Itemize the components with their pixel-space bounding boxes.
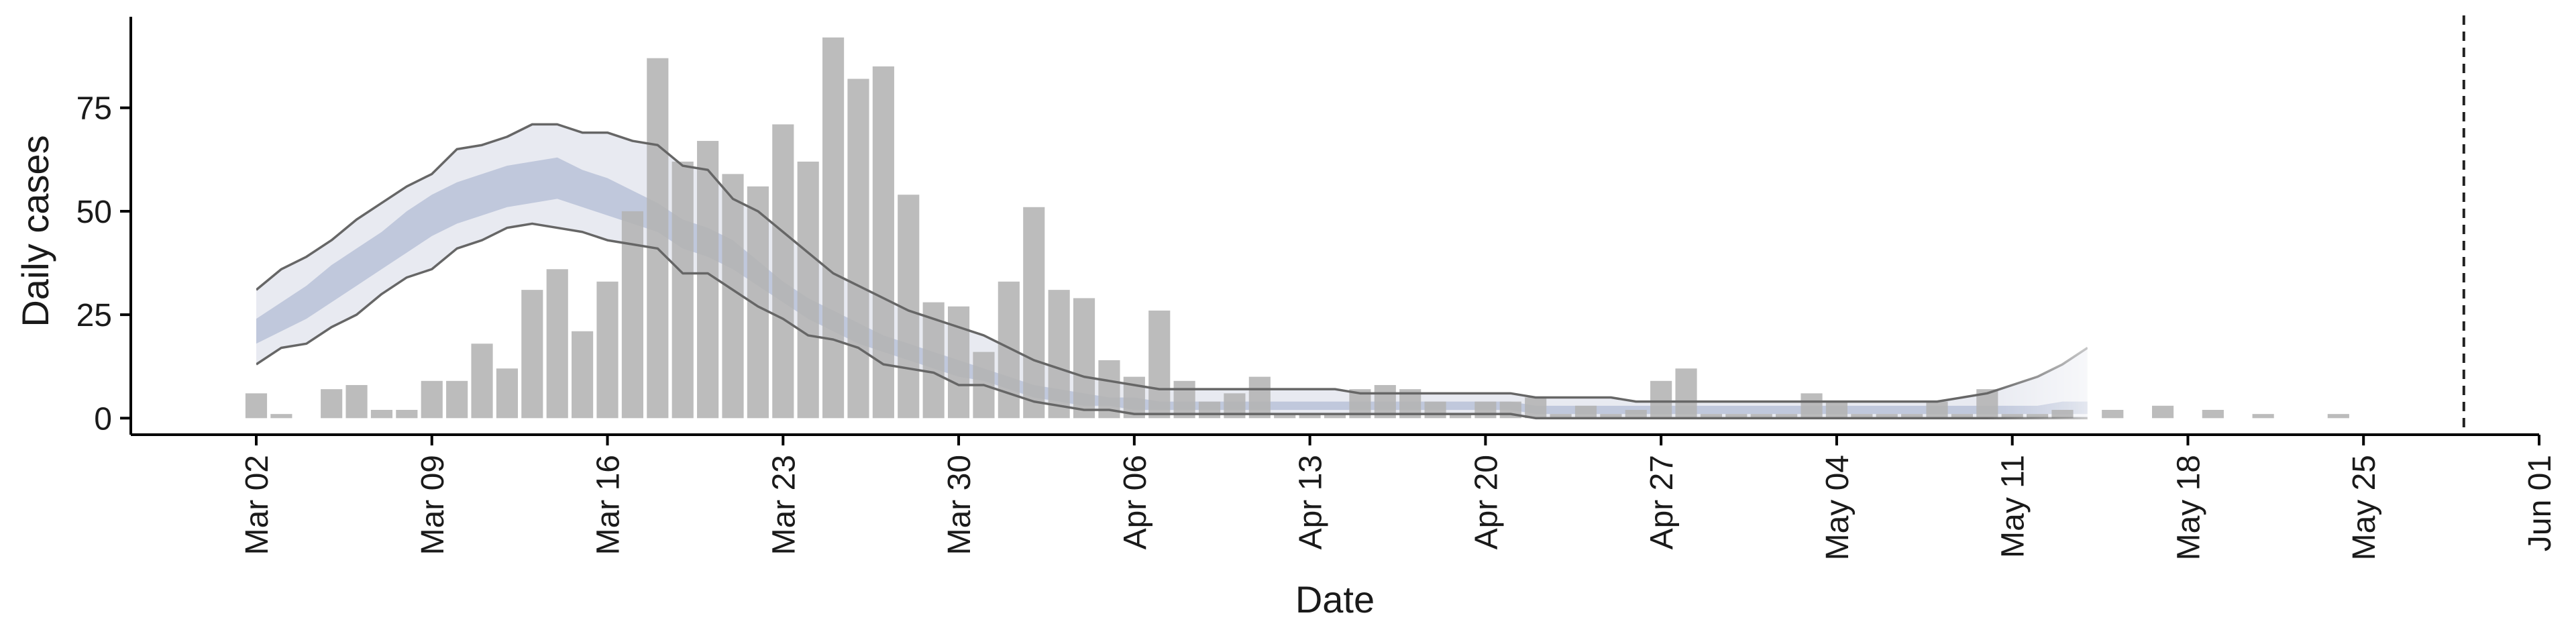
case-bar [1574,405,1597,419]
case-bars-layer [245,37,2349,419]
case-bar [822,37,845,419]
case-bar [496,368,519,419]
case-bar [647,58,669,419]
x-tick-label: Mar 09 [415,455,451,555]
case-bar [1198,401,1221,419]
case-bar [847,78,869,419]
case-bar [1750,414,1772,419]
lower-bound-line [256,222,2088,420]
y-axis-ticks: 0 25 50 75 [76,91,131,437]
case-bar [270,414,292,419]
case-bar [521,290,543,419]
case-bar [1675,368,1697,419]
x-axis-ticks: Mar 02 Mar 09 Mar 16 Mar 23 Mar 30 Apr 06 Apr … [239,435,2558,560]
case-bar [1324,414,1346,419]
x-tick-label: Mar 30 [942,455,977,555]
case-bar [1173,380,1195,419]
axes-layer [129,17,2539,436]
x-tick-label: May 11 [1996,455,2031,558]
case-bar [998,281,1020,419]
case-bar [1801,393,1823,419]
upper-bound-line [255,123,2088,403]
case-bar [1876,414,1898,419]
case-bar [1700,414,1723,419]
x-tick-label: May 04 [1820,455,1856,560]
case-bar [1600,414,1622,419]
y-tick-label: 75 [76,91,112,127]
case-bar [1725,414,1748,419]
case-bar [396,409,418,419]
case-bar [2102,409,2124,419]
case-bar [1650,380,1672,419]
case-bar [1550,414,1572,419]
case-bar [1424,401,1446,419]
x-axis-label: Date [1295,578,1375,621]
case-bar [370,409,393,419]
x-tick-label: May 25 [2347,455,2382,560]
case-bar [1825,401,1847,419]
case-bar [772,124,794,419]
x-tick-label: Mar 23 [766,455,802,555]
x-tick-label: Mar 02 [239,455,275,555]
case-bar [2252,414,2274,419]
case-bar [797,161,819,419]
case-bar [245,393,268,419]
case-bar [1073,298,1095,419]
case-bar [697,141,719,419]
case-bar [471,343,493,419]
case-bar [1098,360,1120,419]
case-bar [546,269,568,419]
x-tick-label: Apr 27 [1644,455,1680,549]
case-bar [1525,397,1547,419]
case-bar [1776,414,1798,419]
x-tick-label: Jun 01 [2522,455,2558,551]
case-bar [1148,310,1171,419]
case-bar [722,174,744,419]
case-bar [596,281,619,419]
case-bar [1926,401,1948,419]
case-bar [1901,414,1923,419]
x-tick-label: Apr 13 [1293,455,1329,549]
case-bar [1851,414,1873,419]
case-bar [1048,290,1070,419]
case-bar [2027,414,2049,419]
case-bar [1625,409,1647,419]
y-tick-label: 0 [94,401,112,437]
case-bar [1299,414,1321,419]
case-bar [947,306,970,419]
case-bar [2327,414,2349,419]
case-bar [1248,376,1271,419]
case-bar [2051,409,2074,419]
x-tick-label: Apr 06 [1118,455,1153,549]
y-tick-label: 25 [76,298,112,333]
case-bar [1474,401,1497,419]
case-bar [1951,414,1973,419]
case-bar [2001,414,2023,419]
case-bar [1023,207,1045,419]
x-tick-label: Mar 16 [591,455,627,555]
y-axis-label: Daily cases [14,135,56,327]
case-bar [1374,384,1396,419]
x-tick-label: Apr 20 [1468,455,1504,549]
case-bar [321,389,343,419]
x-tick-label: May 18 [2171,455,2206,560]
case-bar [2151,405,2174,419]
y-tick-label: 50 [76,195,112,230]
case-bar [345,384,368,419]
case-bar [572,331,594,419]
case-bar [1449,414,1472,419]
model-bound-lines-layer [255,123,2088,420]
case-bar [672,161,694,419]
case-bar [2202,409,2224,419]
case-bar [1274,414,1296,419]
case-bar [421,380,443,419]
case-bar [446,380,468,419]
